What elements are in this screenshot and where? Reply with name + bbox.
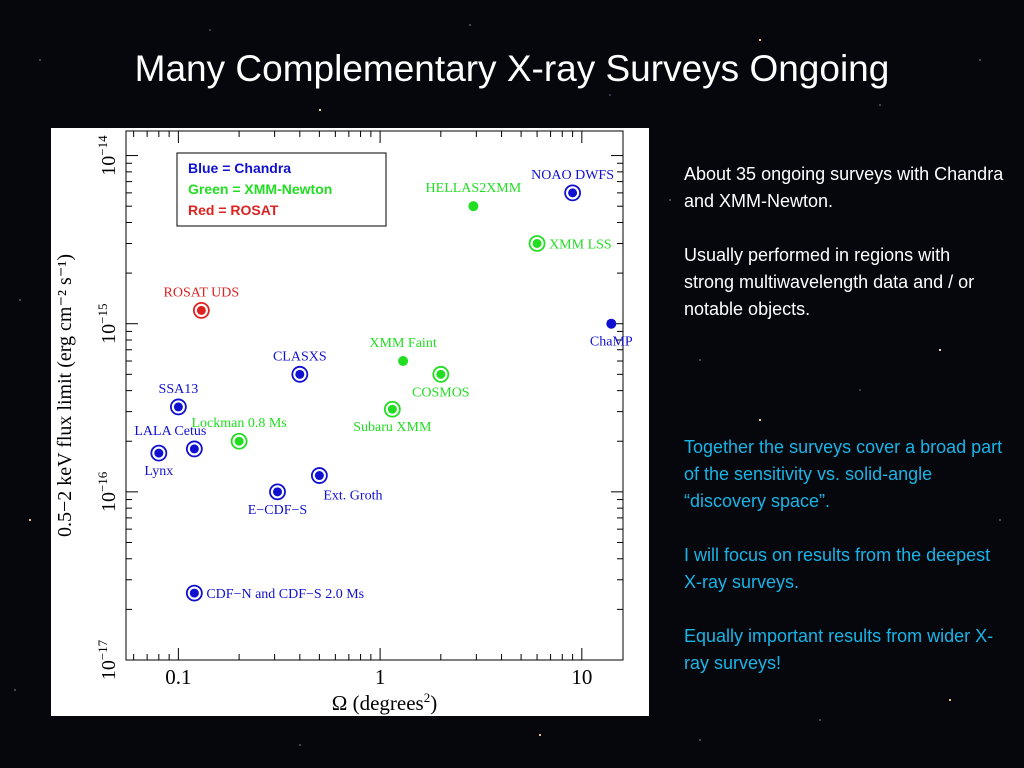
data-point-label: XMM Faint [369, 336, 436, 351]
plot-frame [125, 130, 624, 661]
y-axis-label: 0.5−2 keV flux limit (erg cm⁻² s⁻¹) [54, 254, 76, 537]
data-point-label: COSMOS [412, 385, 470, 400]
data-point-label: Subaru XMM [353, 420, 432, 435]
data-point [606, 318, 617, 329]
data-point-label: XMM LSS [549, 237, 612, 252]
data-point-ring [291, 365, 309, 383]
y-tick-label: 10−17 [95, 639, 120, 680]
data-point-ring [269, 483, 286, 501]
text-block-intro: About 35 ongoing surveys with Chandra an… [684, 161, 1004, 323]
data-point [272, 487, 282, 497]
x-tick-label: 0.1 [165, 665, 191, 689]
data-point-ring [192, 301, 210, 319]
paragraph-wider-surveys: Equally important results from wider X-r… [684, 626, 994, 673]
data-point-label: ChaMP [590, 335, 633, 350]
x-tick-label: 1 [375, 665, 386, 689]
data-point-ring [169, 398, 187, 416]
data-point [196, 305, 206, 315]
y-tick-label: 10−14 [95, 135, 120, 176]
data-point [398, 356, 409, 367]
data-point-ring [432, 365, 450, 383]
data-point-label: CLASXS [273, 349, 327, 364]
data-point-ring [310, 467, 328, 484]
paragraph-deepest-surveys: I will focus on results from the deepest… [684, 545, 991, 592]
x-axis-label: Ω (degrees2) [332, 690, 437, 715]
data-point-label: ROSAT UDS [164, 285, 240, 300]
data-point-label: CDF−N and CDF−S 2.0 Ms [206, 587, 364, 602]
data-point-label: E−CDF−S [248, 503, 307, 518]
legend-entry: Blue = Chandra [188, 160, 291, 176]
data-point-label: LALA Cetus [134, 424, 206, 439]
data-point [295, 369, 305, 379]
data-point-ring [564, 184, 581, 202]
data-point-label: NOAO DWFS [531, 168, 614, 183]
data-point-ring [383, 400, 401, 418]
paragraph-survey-regions: Usually performed in regions with strong… [684, 245, 975, 319]
data-point [189, 444, 199, 454]
slide-title: Many Complementary X-ray Surveys Ongoing [134, 48, 890, 89]
data-point [173, 402, 183, 412]
data-point-label: Lockman 0.8 Ms [191, 416, 286, 431]
data-point-label: Ext. Groth [323, 489, 382, 504]
survey-scatter-chart: 0.1 1 10 10−17 10−16 10−15 10−14 Ω (degrees2) 0.… [54, 130, 633, 715]
data-point-label: SSA13 [159, 382, 199, 397]
data-point [436, 369, 446, 379]
y-tick-label: 10−15 [95, 304, 120, 344]
data-point-ring [230, 432, 248, 450]
data-point [568, 188, 578, 198]
data-point-ring [150, 444, 168, 462]
data-point [387, 404, 397, 414]
data-point [154, 448, 164, 458]
legend-entry: Green = XMM-Newton [188, 181, 332, 197]
data-point [189, 588, 199, 598]
legend-box [176, 152, 387, 227]
text-block-highlights: Together the surveys cover a broad part … [684, 434, 1004, 677]
data-point [532, 238, 542, 248]
data-point-label: Lynx [144, 464, 173, 479]
y-tick-label: 10−16 [95, 471, 120, 512]
data-point-ring [528, 235, 546, 252]
paragraph-discovery-space: Together the surveys cover a broad part … [684, 437, 1003, 511]
data-point-ring [185, 584, 203, 602]
data-point-label: HELLAS2XMM [426, 181, 522, 196]
data-point-ring [185, 440, 203, 458]
data-point [314, 471, 324, 481]
x-tick-label: 10 [571, 665, 592, 689]
data-point [468, 201, 479, 212]
scatter-plot-panel: 0.1 1 10 10−17 10−16 10−15 10−14 Ω (degrees2) 0.… [51, 128, 649, 716]
paragraph-surveys-count: About 35 ongoing surveys with Chandra an… [684, 164, 1004, 211]
legend-entry: Red = ROSAT [188, 202, 279, 218]
data-point [234, 436, 244, 446]
